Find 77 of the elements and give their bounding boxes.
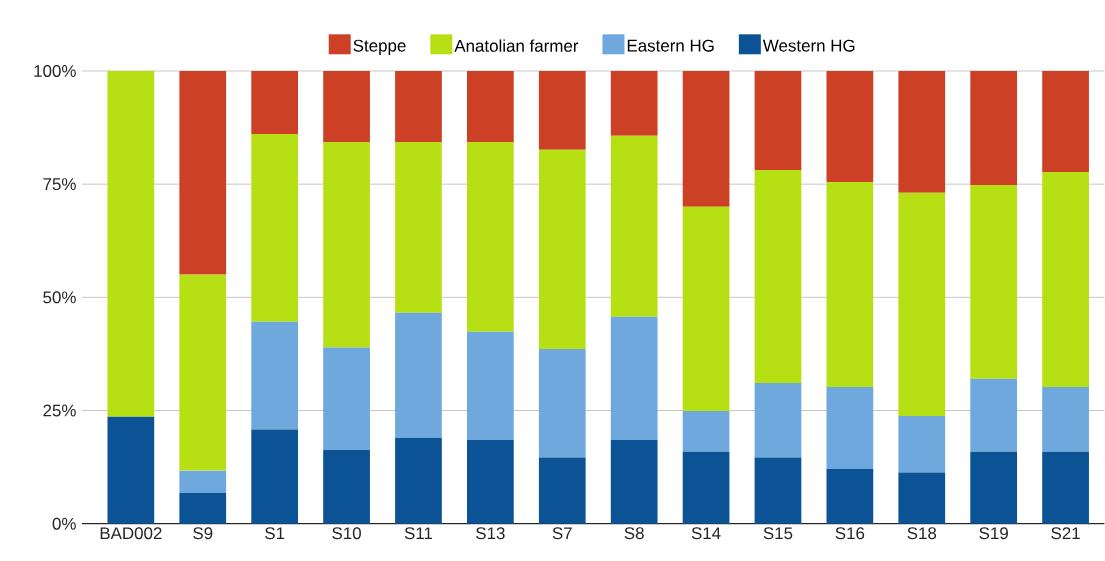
bar xyxy=(107,71,155,418)
legend-label: Steppe xyxy=(353,39,406,56)
bar xyxy=(179,470,227,494)
bar xyxy=(610,316,658,441)
bar xyxy=(682,71,730,207)
bar xyxy=(610,71,658,136)
bar xyxy=(538,457,586,524)
bar xyxy=(970,378,1018,452)
legend-label: Western HG xyxy=(762,39,855,52)
legend-label: Eastern HG xyxy=(627,39,714,52)
x-tick-label: S9 xyxy=(193,527,213,540)
bar xyxy=(970,71,1018,186)
bar xyxy=(970,451,1018,524)
x-tick-label: S10 xyxy=(332,527,361,540)
bar xyxy=(898,71,946,193)
bar xyxy=(467,331,514,441)
bar xyxy=(1042,71,1089,173)
y-tick-label: 50% xyxy=(43,291,76,304)
x-tick-label: S16 xyxy=(835,527,865,540)
bar xyxy=(682,451,730,524)
bar xyxy=(754,170,802,384)
bar xyxy=(107,417,155,524)
bar xyxy=(179,274,227,471)
bar xyxy=(395,71,442,143)
bar xyxy=(826,387,874,470)
bar xyxy=(682,411,730,452)
bar xyxy=(323,347,370,451)
bar xyxy=(610,135,658,317)
bar xyxy=(395,312,442,438)
x-tick-label: S15 xyxy=(763,527,793,540)
bar xyxy=(682,206,730,412)
bar xyxy=(826,469,874,524)
bar xyxy=(395,142,442,313)
bar xyxy=(826,71,874,183)
bar xyxy=(179,71,227,275)
bar xyxy=(251,134,299,322)
bar xyxy=(251,71,299,135)
bar xyxy=(323,71,370,143)
legend-label: Anatolian farmer xyxy=(454,39,579,53)
bar xyxy=(323,450,370,524)
x-tick-label: S1 xyxy=(265,527,285,540)
bar xyxy=(467,142,514,332)
bar xyxy=(538,349,586,458)
x-tick-label: S8 xyxy=(624,527,644,540)
bar xyxy=(610,440,658,524)
x-tick-label: S21 xyxy=(1051,527,1080,540)
bar xyxy=(898,192,946,417)
bar xyxy=(179,493,227,524)
bar xyxy=(1042,387,1089,452)
bar xyxy=(898,416,946,473)
bar xyxy=(754,383,802,458)
bar xyxy=(395,437,442,524)
y-tick-label: 75% xyxy=(43,178,76,191)
bar xyxy=(467,71,514,143)
bar xyxy=(1042,172,1089,388)
y-tick-label: 25% xyxy=(43,404,76,417)
bar xyxy=(251,429,299,524)
x-tick-label: S13 xyxy=(476,527,505,540)
bar xyxy=(467,440,514,524)
x-tick-label: BAD002 xyxy=(100,527,162,540)
bar xyxy=(970,185,1018,379)
x-tick-label: S14 xyxy=(691,527,721,540)
bar xyxy=(538,149,586,350)
bar xyxy=(898,472,946,524)
x-tick-label: S19 xyxy=(979,527,1008,540)
x-tick-label: S11 xyxy=(404,527,433,540)
bar xyxy=(538,71,586,150)
bar xyxy=(1042,451,1089,524)
bar xyxy=(754,71,802,171)
bar xyxy=(323,142,370,348)
bar xyxy=(826,182,874,388)
bar xyxy=(251,321,299,430)
x-tick-label: S7 xyxy=(552,527,572,540)
y-tick-label: 0% xyxy=(52,517,76,530)
y-tick-label: 100% xyxy=(34,65,76,78)
bar xyxy=(754,457,802,524)
x-tick-label: S18 xyxy=(907,527,937,540)
